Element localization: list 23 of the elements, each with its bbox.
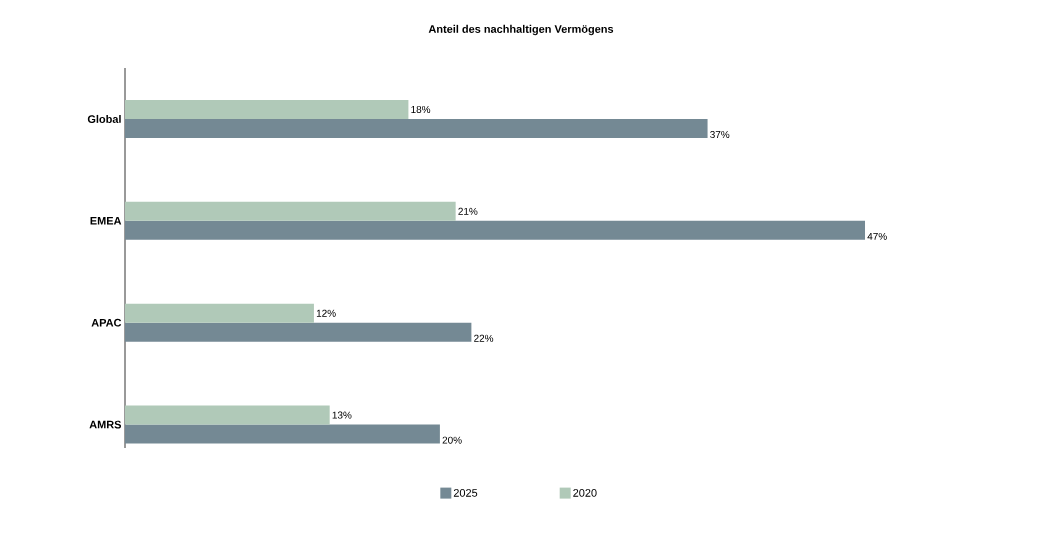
data-label: 12% (316, 309, 336, 317)
bar (125, 99, 409, 119)
bar (125, 424, 440, 444)
bar (125, 322, 472, 342)
bar (125, 201, 456, 221)
data-label: 22% (474, 334, 494, 342)
bar (125, 405, 330, 425)
data-label: 21% (458, 207, 478, 215)
chart-title: Anteil des nachhaltigen Vermögens (428, 24, 614, 36)
y-tick-label: EMEA (90, 217, 122, 225)
legend-label: 2020 (573, 489, 597, 497)
legend-label: 2025 (453, 489, 478, 497)
data-label: 47% (867, 232, 887, 240)
y-tick-label: Global (87, 114, 121, 123)
bar (125, 303, 314, 323)
bar (125, 118, 708, 138)
data-label: 13% (332, 411, 352, 419)
y-tick-label: APAC (91, 318, 122, 327)
data-label: 18% (411, 105, 431, 113)
data-label: 20% (442, 436, 462, 444)
y-tick-label: AMRS (89, 420, 122, 429)
data-label: 37% (710, 131, 730, 139)
bar (125, 220, 866, 240)
